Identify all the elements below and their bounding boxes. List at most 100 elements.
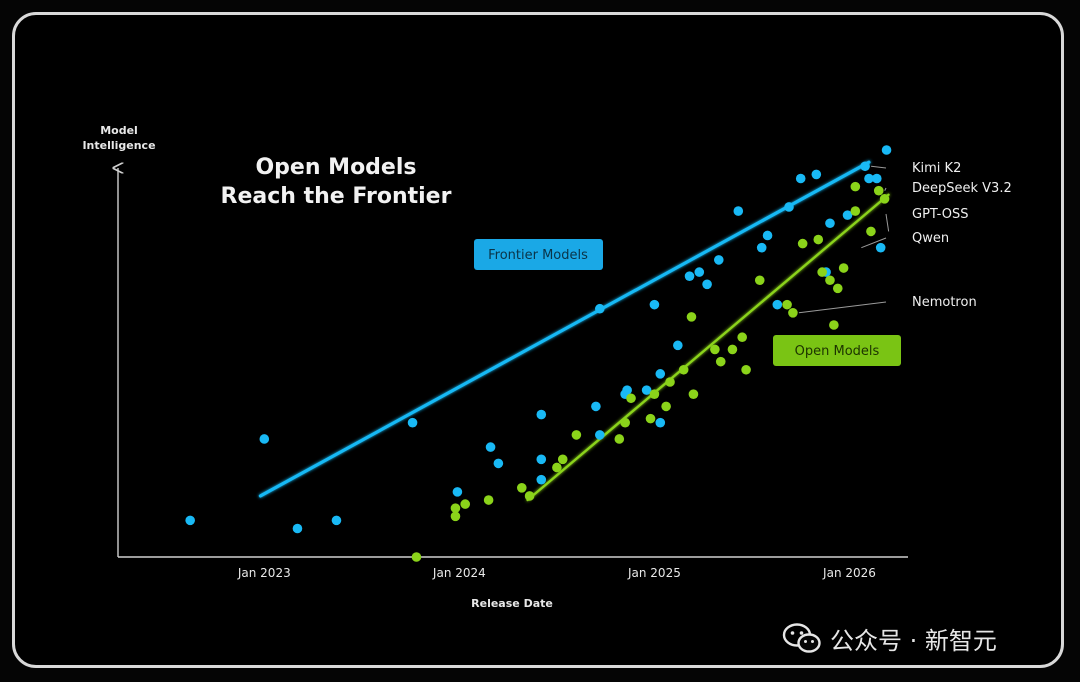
frontier-models-badge-label: Frontier Models bbox=[488, 248, 588, 263]
point-0-33 bbox=[825, 218, 835, 229]
point-0-24 bbox=[713, 255, 724, 265]
annotation-leader-0 bbox=[871, 165, 887, 169]
point-1-10 bbox=[614, 434, 625, 444]
point-1-38 bbox=[873, 185, 884, 196]
point-0-18 bbox=[655, 369, 666, 379]
point-1-22 bbox=[727, 344, 738, 355]
point-1-5 bbox=[516, 483, 527, 493]
point-1-35 bbox=[850, 206, 861, 216]
point-0-8 bbox=[536, 409, 547, 420]
point-1-37 bbox=[866, 226, 876, 237]
x-tick-label-3: Jan 2026 bbox=[822, 566, 876, 580]
point-0-30 bbox=[795, 173, 806, 184]
point-0-5 bbox=[452, 487, 463, 497]
point-0-31 bbox=[811, 169, 822, 180]
chart-title-line-1: Open Models bbox=[255, 155, 416, 180]
point-1-15 bbox=[661, 401, 671, 412]
point-1-33 bbox=[838, 263, 849, 273]
point-1-9 bbox=[571, 430, 582, 440]
annotation-leader-2 bbox=[885, 213, 890, 232]
trend-line-1 bbox=[526, 193, 890, 502]
point-0-17 bbox=[649, 299, 660, 310]
point-1-1 bbox=[450, 511, 461, 522]
point-0-27 bbox=[762, 230, 773, 241]
annotation-leader-1 bbox=[884, 187, 887, 191]
watermark: 公众号 · 新智元 bbox=[782, 620, 997, 656]
point-1-4 bbox=[483, 495, 494, 505]
annotation-leader-4 bbox=[798, 301, 887, 314]
point-1-28 bbox=[797, 238, 808, 249]
point-1-13 bbox=[645, 413, 656, 424]
point-0-20 bbox=[673, 340, 683, 351]
point-0-35 bbox=[860, 161, 870, 172]
point-1-8 bbox=[557, 454, 568, 465]
point-0-19 bbox=[655, 417, 666, 428]
point-1-3 bbox=[460, 499, 471, 509]
annotation-leader-3 bbox=[861, 237, 887, 249]
point-1-29 bbox=[813, 234, 824, 245]
point-0-1 bbox=[259, 434, 270, 444]
point-0-22 bbox=[694, 267, 705, 277]
point-0-12 bbox=[595, 430, 605, 440]
point-1-21 bbox=[715, 356, 726, 367]
point-1-39 bbox=[879, 194, 890, 204]
y-axis-title-line-2: Intelligence bbox=[82, 139, 155, 152]
point-1-11 bbox=[620, 417, 630, 428]
point-1-18 bbox=[686, 312, 697, 322]
point-0-21 bbox=[684, 271, 695, 281]
point-1-34 bbox=[829, 320, 839, 330]
point-1-23 bbox=[737, 332, 747, 343]
point-0-11 bbox=[591, 401, 601, 412]
annotation-label-3: Qwen bbox=[912, 231, 949, 246]
point-1-20 bbox=[710, 344, 720, 355]
point-0-38 bbox=[875, 242, 886, 253]
point-0-10 bbox=[536, 454, 547, 465]
point-1-27 bbox=[788, 308, 798, 318]
point-0-39 bbox=[881, 145, 892, 155]
annotation-label-1: DeepSeek V3.2 bbox=[912, 181, 1012, 196]
point-1-17 bbox=[678, 364, 689, 375]
point-0-16 bbox=[595, 303, 605, 314]
point-1-30 bbox=[817, 267, 827, 277]
point-0-4 bbox=[407, 417, 418, 428]
x-tick-label-1: Jan 2024 bbox=[432, 566, 486, 580]
point-0-14 bbox=[622, 385, 632, 395]
watermark-text: 公众号 · 新智元 bbox=[830, 626, 997, 655]
chart-title-line-2: Reach the Frontier bbox=[221, 184, 452, 209]
point-0-23 bbox=[702, 279, 712, 290]
frontier-models-badge: Frontier Models bbox=[474, 239, 603, 270]
point-1-14 bbox=[649, 389, 660, 400]
x-tick-label-2: Jan 2025 bbox=[627, 566, 681, 580]
point-1-26 bbox=[782, 299, 792, 310]
annotation-label-4: Nemotron bbox=[912, 295, 977, 310]
x-tick-label-0: Jan 2023 bbox=[237, 566, 291, 580]
point-1-32 bbox=[832, 283, 843, 294]
open-models-badge-label: Open Models bbox=[795, 344, 880, 359]
trend-line-0 bbox=[258, 160, 871, 498]
point-0-36 bbox=[864, 173, 874, 184]
point-1-12 bbox=[626, 393, 636, 404]
point-0-7 bbox=[493, 458, 504, 469]
annotation-label-0: Kimi K2 bbox=[912, 161, 961, 176]
point-1-16 bbox=[665, 377, 675, 387]
point-0-29 bbox=[784, 202, 794, 212]
point-0-25 bbox=[733, 206, 744, 216]
point-0-9 bbox=[536, 474, 547, 485]
point-1-0 bbox=[411, 552, 422, 562]
point-1-2 bbox=[450, 503, 461, 513]
y-axis-title-line-1: Model bbox=[100, 124, 138, 137]
point-0-2 bbox=[292, 523, 303, 534]
annotation-label-2: GPT-OSS bbox=[912, 207, 968, 222]
point-0-37 bbox=[871, 173, 882, 184]
open-models-badge: Open Models bbox=[773, 335, 901, 366]
point-1-31 bbox=[825, 275, 835, 286]
point-1-19 bbox=[688, 389, 699, 400]
wechat-icon bbox=[782, 623, 821, 653]
point-1-6 bbox=[524, 491, 535, 501]
point-0-3 bbox=[331, 515, 342, 526]
point-0-26 bbox=[756, 242, 767, 253]
point-0-15 bbox=[641, 385, 652, 395]
point-0-28 bbox=[772, 299, 783, 310]
point-1-36 bbox=[850, 181, 861, 192]
